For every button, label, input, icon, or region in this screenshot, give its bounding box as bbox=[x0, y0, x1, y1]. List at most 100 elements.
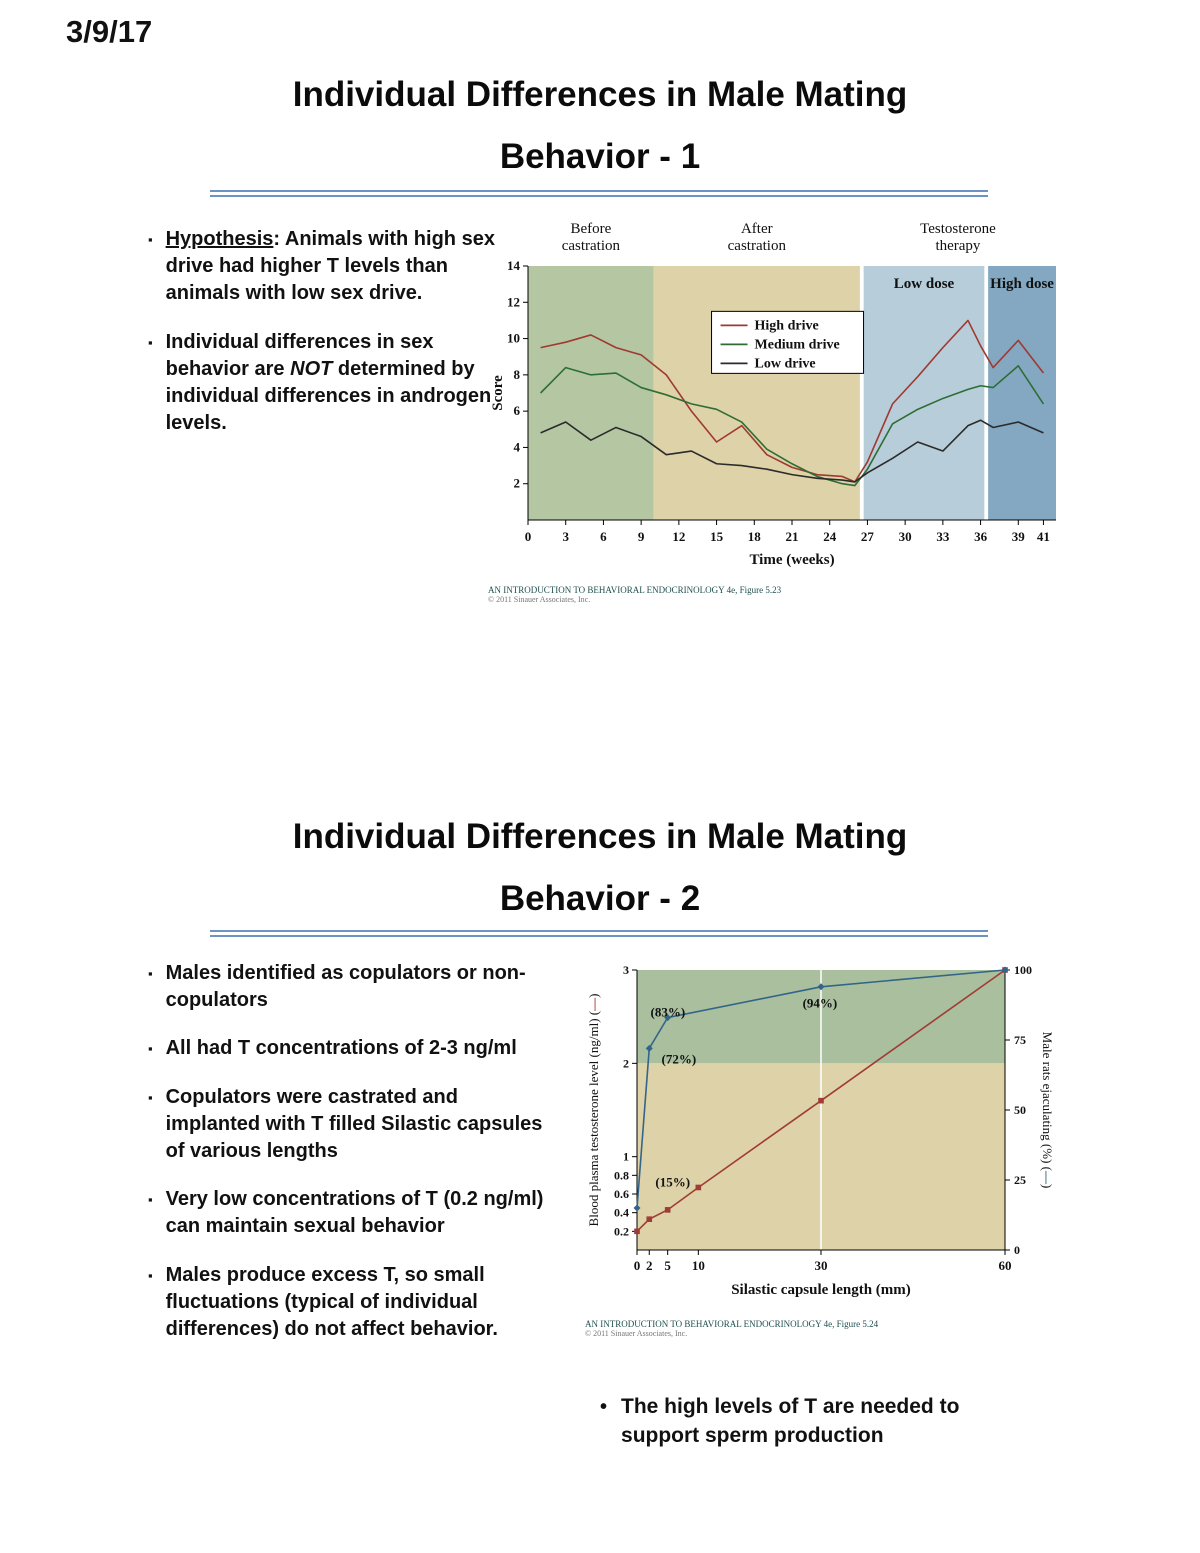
svg-text:Time (weeks): Time (weeks) bbox=[749, 552, 834, 568]
slide2-title-separator bbox=[210, 930, 988, 937]
svg-text:10: 10 bbox=[507, 331, 520, 346]
bullet-square-icon: ▪ bbox=[148, 1267, 153, 1283]
bullet-individual-differences-text: Individual differences in sex behavior a… bbox=[166, 329, 496, 438]
svg-text:50: 50 bbox=[1014, 1103, 1026, 1117]
figure1-credit: AN INTRODUCTION TO BEHAVIORAL ENDOCRINOL… bbox=[488, 585, 782, 595]
svg-text:15: 15 bbox=[710, 529, 724, 544]
svg-text:2: 2 bbox=[646, 1258, 653, 1273]
figure2-copyright: © 2011 Sinauer Associates, Inc. bbox=[585, 1329, 688, 1338]
svg-text:High dose: High dose bbox=[990, 276, 1054, 292]
conclusion-bullet: • The high levels of T are needed to sup… bbox=[600, 1392, 1040, 1451]
bullet-low-concentrations: ▪ Very low concentrations of T (0.2 ng/m… bbox=[148, 1186, 548, 1240]
slide2-bullets: ▪ Males identified as copulators or non-… bbox=[148, 960, 548, 1364]
svg-text:36: 36 bbox=[974, 529, 988, 544]
svg-text:6: 6 bbox=[514, 403, 521, 418]
slide1-title: Individual Differences in Male Mating Be… bbox=[0, 64, 1200, 189]
svg-text:1: 1 bbox=[623, 1150, 629, 1164]
svg-text:castration: castration bbox=[562, 238, 621, 254]
svg-text:10: 10 bbox=[692, 1258, 705, 1273]
svg-text:33: 33 bbox=[936, 529, 950, 544]
svg-text:41: 41 bbox=[1037, 529, 1050, 544]
svg-text:75: 75 bbox=[1014, 1033, 1026, 1047]
hypothesis-underlined: Hypothesis bbox=[165, 228, 274, 250]
bullet-square-icon: ▪ bbox=[148, 1041, 153, 1057]
svg-text:24: 24 bbox=[823, 529, 837, 544]
svg-text:Male rats ejaculating (%) (—): Male rats ejaculating (%) (—) bbox=[1040, 1032, 1055, 1189]
svg-text:Score: Score bbox=[490, 375, 506, 411]
hypothesis-rest: : Animals with high sex drive had higher… bbox=[165, 228, 495, 305]
bullet-hypothesis-text: Hypothesis: Animals with high sex drive … bbox=[166, 226, 496, 308]
bullet-excess-t: ▪ Males produce excess T, so small fluct… bbox=[148, 1262, 548, 1344]
svg-text:18: 18 bbox=[748, 529, 762, 544]
svg-text:0: 0 bbox=[525, 529, 532, 544]
svg-text:25: 25 bbox=[1014, 1173, 1026, 1187]
svg-text:(72%): (72%) bbox=[662, 1051, 697, 1066]
bullet-t-concentrations: ▪ All had T concentrations of 2-3 ng/ml bbox=[148, 1035, 548, 1062]
bullet-square-icon: ▪ bbox=[148, 1192, 153, 1208]
figure-castration-chart: Low dose High dose Before castration After ca… bbox=[488, 218, 1068, 604]
bullet-individual-differences: ▪ Individual differences in sex behavior… bbox=[148, 329, 496, 438]
svg-text:30: 30 bbox=[815, 1258, 828, 1273]
svg-text:(83%): (83%) bbox=[650, 1005, 685, 1020]
svg-text:12: 12 bbox=[507, 294, 520, 309]
svg-text:Silastic capsule length (mm): Silastic capsule length (mm) bbox=[731, 1282, 911, 1298]
slide2-title-line2: Behavior - 2 bbox=[499, 879, 701, 919]
page-date: 3/9/17 bbox=[66, 14, 153, 49]
svg-text:Testosterone: Testosterone bbox=[920, 221, 996, 237]
svg-text:Medium drive: Medium drive bbox=[755, 337, 840, 352]
slide2-title: Individual Differences in Male Mating Be… bbox=[0, 806, 1200, 931]
bullet-square-icon: ▪ bbox=[148, 232, 153, 247]
bullet-t-concentrations-text: All had T concentrations of 2-3 ng/ml bbox=[165, 1037, 517, 1060]
svg-text:4: 4 bbox=[514, 439, 521, 454]
svg-text:0: 0 bbox=[1014, 1243, 1020, 1257]
score-vs-time-chart: Low dose High doseBeforecastrationAfterca… bbox=[490, 221, 1056, 568]
bullet-dot-icon: • bbox=[600, 1396, 608, 1418]
svg-text:100: 100 bbox=[1014, 963, 1032, 977]
svg-text:14: 14 bbox=[507, 258, 521, 273]
svg-text:8: 8 bbox=[514, 367, 521, 382]
svg-text:0.6: 0.6 bbox=[614, 1187, 629, 1201]
bullet-square-icon: ▪ bbox=[148, 966, 153, 981]
bullet-low-concentrations-text: Very low concentrations of T (0.2 ng/ml)… bbox=[165, 1188, 544, 1238]
bullet-silastic-capsules-text: Copulators were castrated and implanted … bbox=[165, 1085, 543, 1162]
svg-text:21: 21 bbox=[786, 529, 799, 544]
svg-text:0.4: 0.4 bbox=[614, 1206, 629, 1220]
svg-text:39: 39 bbox=[1012, 529, 1025, 544]
bullet-excess-t-text: Males produce excess T, so small fluctua… bbox=[165, 1263, 498, 1340]
bullet-hypothesis: ▪ Hypothesis: Animals with high sex driv… bbox=[148, 226, 496, 308]
svg-text:therapy: therapy bbox=[935, 238, 980, 254]
slide1-title-line2: Behavior - 1 bbox=[499, 137, 701, 177]
conclusion-text: The high levels of T are needed to suppo… bbox=[621, 1395, 960, 1448]
svg-text:castration: castration bbox=[728, 238, 787, 254]
bullet-silastic-capsules: ▪ Copulators were castrated and implante… bbox=[148, 1084, 548, 1166]
svg-text:(94%): (94%) bbox=[803, 995, 838, 1010]
svg-text:Before: Before bbox=[570, 221, 611, 237]
svg-text:After: After bbox=[741, 221, 773, 237]
bullet-square-icon: ▪ bbox=[148, 1089, 153, 1105]
slide1-title-line1: Individual Differences in Male Mating bbox=[292, 75, 908, 114]
id-pre: Individual differences in sex behavior a… bbox=[165, 330, 434, 380]
id-post: determined by individual differences in … bbox=[165, 357, 492, 435]
bullet-copulators: ▪ Males identified as copulators or non-… bbox=[148, 960, 548, 1014]
svg-text:High drive: High drive bbox=[755, 318, 819, 333]
svg-text:30: 30 bbox=[899, 529, 912, 544]
svg-text:Blood plasma testosterone leve: Blood plasma testosterone level (ng/ml) … bbox=[586, 994, 601, 1227]
svg-text:0.8: 0.8 bbox=[614, 1168, 629, 1182]
svg-text:2: 2 bbox=[623, 1056, 629, 1070]
svg-text:60: 60 bbox=[999, 1258, 1012, 1273]
svg-text:0.2: 0.2 bbox=[614, 1224, 629, 1238]
svg-text:(15%): (15%) bbox=[655, 1175, 690, 1190]
svg-text:5: 5 bbox=[664, 1258, 671, 1273]
svg-text:12: 12 bbox=[672, 529, 685, 544]
svg-text:27: 27 bbox=[861, 529, 875, 544]
svg-text:Low drive: Low drive bbox=[755, 356, 816, 371]
svg-text:9: 9 bbox=[638, 529, 645, 544]
figure2-credit: AN INTRODUCTION TO BEHAVIORAL ENDOCRINOL… bbox=[585, 1319, 879, 1329]
svg-text:0: 0 bbox=[634, 1258, 641, 1273]
figure1-copyright: © 2011 Sinauer Associates, Inc. bbox=[488, 595, 591, 604]
svg-text:Low dose: Low dose bbox=[894, 276, 955, 292]
slide2-title-line1: Individual Differences in Male Mating bbox=[292, 817, 908, 856]
not-emphasis: NOT bbox=[290, 357, 333, 380]
